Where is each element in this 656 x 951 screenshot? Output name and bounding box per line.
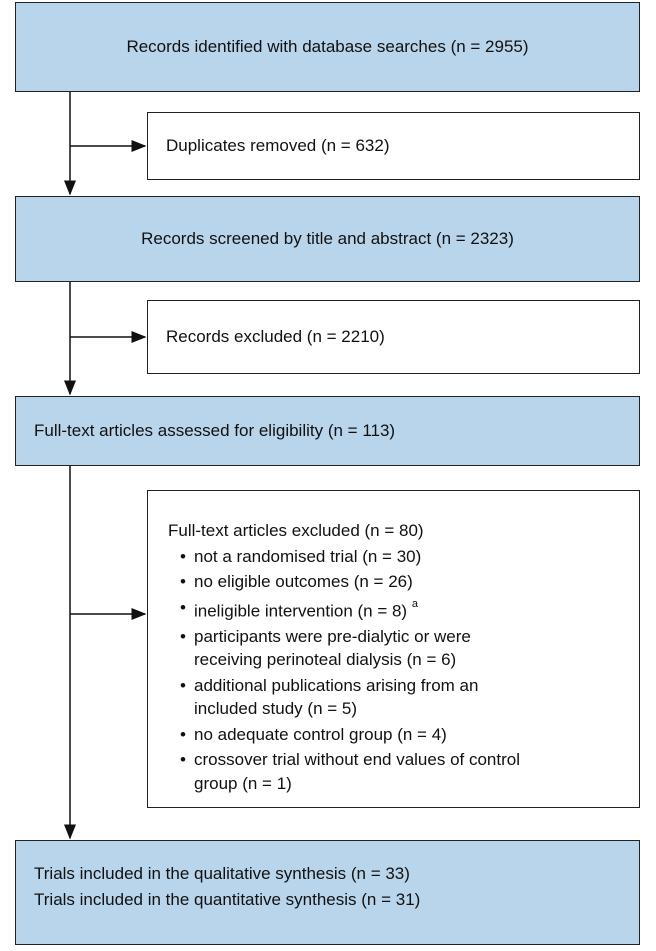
exclusion-item: not a randomised trial (n = 30) [180,545,639,569]
box-fulltext: Full-text articles assessed for eligibil… [15,396,640,466]
box-excluded: Records excluded (n = 2210) [147,300,640,374]
box-text: Records identified with database searche… [126,37,529,56]
box-text: Records excluded (n = 2210) [166,327,385,346]
exclusion-item: ineligible intervention (n = 8) a [180,596,639,623]
item-line: group (n = 1) [194,773,292,793]
item-line: no eligible outcomes (n = 26) [194,572,413,591]
item-line: not a randomised trial (n = 30) [194,546,422,566]
box-text: Trials included in the quantitative synt… [34,890,421,909]
exclusion-item: no eligible outcomes (n = 26) [180,570,639,594]
exclusion-item: additional publications arising from an i… [180,674,639,721]
item-line: included study (n = 5) [194,699,358,719]
item-line: crossover trial without end values of co… [194,750,520,770]
box-duplicates: Duplicates removed (n = 632) [147,112,640,180]
exclusion-item: participants were pre-dialytic or were re… [180,625,639,672]
item-line: receiving perinoteal dialysis (n = 6) [194,650,457,670]
box-text: Records screened by title and abstract (… [141,229,514,248]
box-screened: Records screened by title and abstract (… [15,196,640,282]
exclusion-item: crossover trial without end values of co… [180,748,639,795]
item-line: no adequate control group (n = 4) [194,724,447,744]
box-identified: Records identified with database searche… [15,2,640,92]
box-text: Duplicates removed (n = 632) [166,136,390,155]
exclusion-list: not a randomised trial (n = 30) no eligib… [168,545,639,796]
item-line: additional publications arising from an [194,675,479,695]
box-included: Trials included in the qualitative synth… [15,840,640,945]
item-line: participants were pre-dialytic or were [194,626,471,646]
box-text: Trials included in the qualitative synth… [34,864,410,883]
box-fulltext-excluded: Full-text articles excluded (n = 80) not… [147,490,640,808]
item-line: ineligible intervention (n = 8) a [194,597,418,621]
footnote-marker: a [411,597,418,610]
box-title: Full-text articles excluded (n = 80) [168,521,424,540]
box-text: Full-text articles assessed for eligibil… [34,421,396,440]
exclusion-item: no adequate control group (n = 4) [180,723,639,747]
